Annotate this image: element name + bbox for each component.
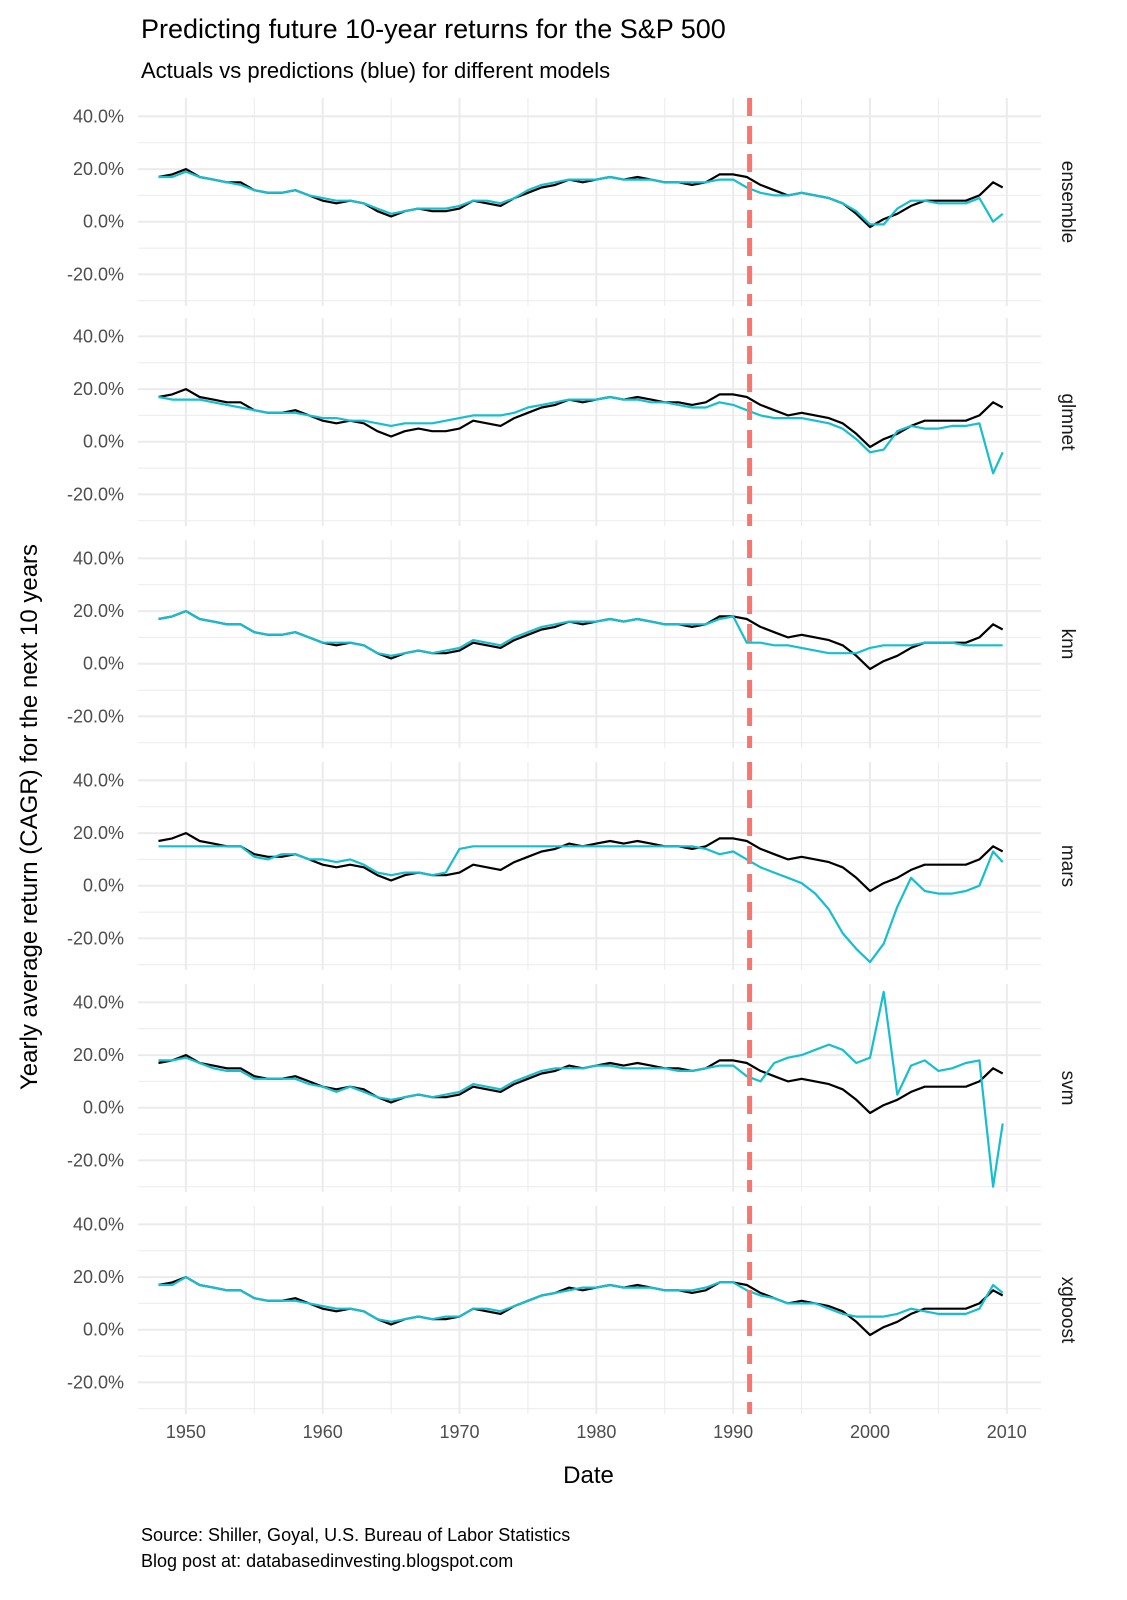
y-tick-label: 20.0% [73, 823, 124, 843]
y-tick-label: 40.0% [73, 326, 124, 346]
facet-strip-label: knn [1057, 629, 1078, 660]
y-tick-label: 20.0% [73, 379, 124, 399]
facet-strip-label: xgboost [1057, 1277, 1078, 1344]
caption-source: Source: Shiller, Goyal, U.S. Bureau of L… [141, 1525, 571, 1545]
actual-series-line [158, 388, 1004, 449]
y-tick-label: 0.0% [83, 1320, 124, 1340]
y-tick-label: 0.0% [83, 212, 124, 232]
x-tick-label: 1960 [303, 1422, 343, 1442]
actual-series-line [158, 1054, 1004, 1115]
y-tick-label: 20.0% [73, 601, 124, 621]
actual-series-line [158, 610, 1004, 671]
predicted-series-line-knn [158, 610, 1003, 657]
y-tick-label: 0.0% [83, 432, 124, 452]
caption-blog: Blog post at: databasedinvesting.blogspo… [141, 1551, 514, 1571]
y-tick-label: 40.0% [73, 106, 124, 126]
actual-series-line [158, 168, 1004, 229]
y-tick-label: 0.0% [83, 876, 124, 896]
y-tick-label: 40.0% [73, 548, 124, 568]
x-tick-label: 1970 [439, 1422, 479, 1442]
facet-strip-label: glmnet [1057, 393, 1078, 451]
predicted-series-line-ensemble [158, 170, 1004, 226]
y-tick-label: -20.0% [67, 484, 124, 504]
predicted-series-line-svm [158, 990, 1004, 1188]
y-tick-label: 40.0% [73, 1214, 124, 1234]
x-tick-label: 2010 [987, 1422, 1027, 1442]
chart-subtitle: Actuals vs predictions (blue) for differ… [141, 58, 611, 83]
facet-strip-label: svm [1057, 1071, 1078, 1106]
y-tick-label: -20.0% [67, 928, 124, 948]
facet-strip-label: mars [1057, 845, 1078, 887]
x-tick-label: 1990 [713, 1422, 753, 1442]
y-tick-label: 40.0% [73, 992, 124, 1012]
predicted-series-line-mars [158, 845, 1004, 964]
actual-series-line [158, 1276, 1004, 1337]
x-tick-label: 1950 [166, 1422, 206, 1442]
x-tick-label: 2000 [850, 1422, 890, 1442]
y-tick-label: 20.0% [73, 159, 124, 179]
facet-strip-label: ensemble [1057, 161, 1078, 243]
y-tick-label: 0.0% [83, 654, 124, 674]
y-tick-label: -20.0% [67, 1372, 124, 1392]
y-tick-label: -20.0% [67, 264, 124, 284]
y-tick-label: 0.0% [83, 1098, 124, 1118]
x-axis-label: Date [563, 1462, 614, 1489]
predicted-series-line-glmnet [158, 395, 1004, 475]
y-tick-label: 40.0% [73, 770, 124, 790]
y-tick-label: 20.0% [73, 1045, 124, 1065]
y-tick-label: 20.0% [73, 1267, 124, 1287]
x-tick-label: 1980 [576, 1422, 616, 1442]
predicted-series-line-xgboost [158, 1276, 1004, 1323]
chart-title: Predicting future 10-year returns for th… [141, 14, 726, 44]
actual-series-line [158, 832, 1004, 893]
y-tick-label: -20.0% [67, 1150, 124, 1170]
y-tick-label: -20.0% [67, 706, 124, 726]
